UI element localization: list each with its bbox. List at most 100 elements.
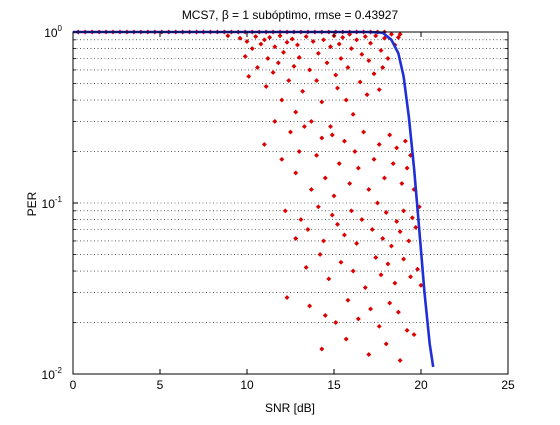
scatter-point: [341, 138, 347, 144]
scatter-point: [270, 69, 276, 76]
y-tick-label: 10-1: [42, 195, 63, 211]
x-axis-label: SNR [dB]: [265, 401, 315, 415]
scatter-point: [327, 44, 334, 50]
scatter-point: [286, 78, 292, 84]
scatter-point: [331, 193, 337, 199]
scatter-series: [75, 29, 424, 364]
scatter-point: [380, 235, 386, 242]
scatter-point: [307, 67, 313, 73]
scatter-point: [315, 204, 321, 210]
scatter-point: [397, 31, 403, 37]
scatter-point: [303, 34, 309, 40]
scatter-point: [253, 34, 259, 40]
scatter-point: [345, 64, 351, 71]
scatter-point: [280, 49, 287, 55]
scatter-point: [334, 85, 341, 91]
scatter-point: [301, 123, 307, 130]
y-axis-label: PER: [25, 191, 39, 216]
scatter-point: [324, 60, 330, 66]
scatter-point: [300, 88, 306, 94]
scatter-point: [336, 41, 342, 47]
x-tick-label: 15: [327, 378, 341, 392]
scatter-point: [367, 306, 374, 312]
scatter-point: [376, 323, 382, 329]
scatter-point: [348, 208, 354, 214]
scatter-point: [308, 118, 314, 124]
scatter-point: [322, 312, 328, 318]
scatter-point: [254, 64, 260, 71]
scatter-point: [294, 42, 301, 48]
scatter-point: [354, 240, 360, 247]
y-tick-label: 10-2: [42, 366, 63, 382]
scatter-point: [347, 31, 353, 37]
scatter-point: [296, 54, 302, 60]
scatter-point: [366, 186, 372, 193]
scatter-point: [336, 161, 342, 167]
scatter-point: [378, 47, 384, 54]
scatter-point: [307, 303, 313, 309]
scatter-point: [402, 138, 408, 144]
scatter-point: [289, 36, 295, 42]
fitted-curve: [73, 30, 435, 368]
scatter-point: [341, 232, 347, 238]
scatter-point: [367, 40, 374, 46]
scatter-point: [373, 33, 379, 39]
scatter-point: [414, 266, 421, 272]
scatter-point: [401, 256, 407, 262]
scatter-point: [352, 148, 358, 155]
x-tick-label: 20: [414, 378, 428, 392]
scatter-point: [394, 145, 400, 151]
scatter-point: [308, 186, 314, 193]
scatter-point: [242, 53, 248, 59]
scatter-point: [387, 300, 393, 306]
scatter-point: [327, 123, 334, 130]
scatter-point: [362, 34, 368, 40]
scatter-point: [340, 34, 346, 40]
scatter-point: [279, 156, 285, 162]
scatter-point: [381, 35, 388, 41]
scatter-point: [355, 165, 361, 171]
scatter-point: [272, 118, 278, 124]
scatter-point: [395, 309, 401, 315]
scatter-point: [371, 71, 377, 77]
scatter-point: [275, 60, 281, 66]
scatter-point: [319, 99, 325, 105]
grid-lines: [73, 31, 508, 375]
scatter-point: [284, 39, 290, 45]
scatter-point: [321, 238, 327, 244]
scatter-point: [282, 208, 288, 214]
scatter-point: [385, 261, 391, 267]
scatter-point: [326, 276, 332, 282]
scatter-point: [343, 336, 349, 342]
scatter-point: [387, 132, 393, 138]
scatter-point: [258, 41, 264, 47]
scatter-point: [310, 38, 316, 45]
scatter-point: [409, 215, 415, 221]
scatter-point: [366, 58, 372, 64]
scatter-point: [383, 209, 389, 216]
scatter-point: [397, 229, 403, 235]
scatter-point: [378, 272, 384, 278]
scatter-point: [361, 129, 367, 135]
scatter-point: [298, 217, 304, 223]
scatter-point: [319, 346, 325, 352]
x-tick-label: 10: [240, 378, 254, 392]
x-tick-label: 0: [70, 378, 77, 392]
scatter-point: [291, 63, 297, 69]
scatter-point: [355, 316, 361, 322]
scatter-point: [293, 235, 299, 242]
scatter-point: [376, 87, 382, 93]
scatter-point: [267, 34, 273, 40]
scatter-point: [348, 46, 354, 52]
scatter-point: [343, 97, 349, 103]
scatter-point: [314, 78, 320, 84]
x-tick-label: 5: [157, 378, 164, 392]
scatter-point: [388, 243, 394, 249]
scatter-point: [411, 332, 417, 338]
scatter-point: [277, 33, 283, 39]
scatter-point: [371, 156, 377, 162]
scatter-point: [249, 46, 255, 52]
scatter-point: [397, 357, 403, 364]
